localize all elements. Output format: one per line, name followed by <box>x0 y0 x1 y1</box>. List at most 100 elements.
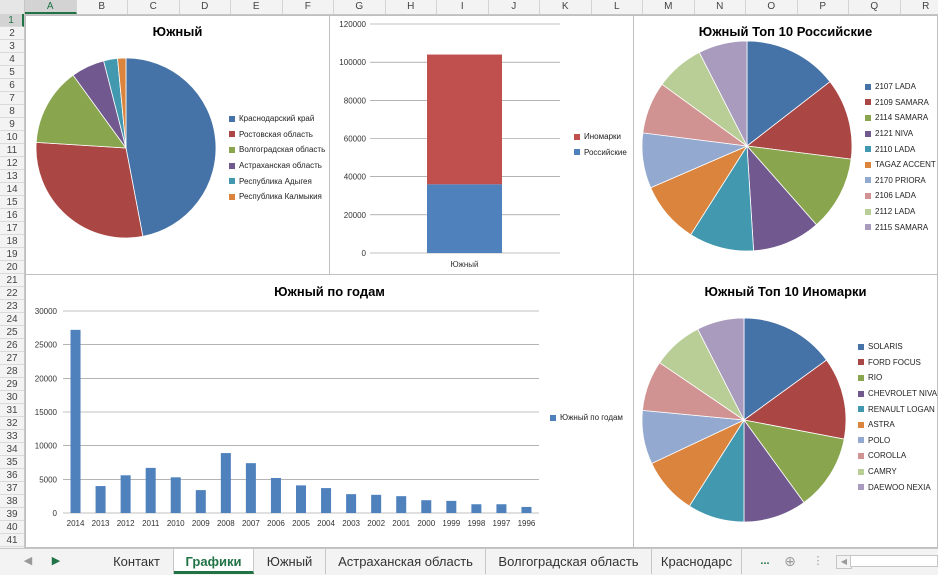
row-header-13[interactable]: 13 <box>0 170 24 183</box>
sheet-tab[interactable]: Краснодарс <box>652 549 742 574</box>
row-header-3[interactable]: 3 <box>0 40 24 53</box>
row-header-17[interactable]: 17 <box>0 222 24 235</box>
bar <box>521 507 531 513</box>
column-header-F[interactable]: F <box>283 0 335 14</box>
column-header-H[interactable]: H <box>386 0 438 14</box>
column-header-K[interactable]: K <box>540 0 592 14</box>
row-header-16[interactable]: 16 <box>0 209 24 222</box>
row-header-4[interactable]: 4 <box>0 53 24 66</box>
row-header-25[interactable]: 25 <box>0 326 24 339</box>
legend-swatch <box>858 469 864 475</box>
row-header-35[interactable]: 35 <box>0 456 24 469</box>
y-tick-label: 30000 <box>35 307 58 316</box>
triangle-right-icon[interactable]: ▶ <box>46 549 66 574</box>
column-header-B[interactable]: B <box>77 0 129 14</box>
sheet-tab[interactable]: Южный <box>254 549 326 574</box>
legend-item: Республика Адыгея <box>229 173 325 189</box>
column-header-D[interactable]: D <box>180 0 232 14</box>
plus-circle-icon[interactable]: ⊕ <box>780 549 800 574</box>
row-header-14[interactable]: 14 <box>0 183 24 196</box>
row-header-11[interactable]: 11 <box>0 144 24 157</box>
legend-swatch <box>229 131 235 137</box>
column-header-E[interactable]: E <box>231 0 283 14</box>
row-header-15[interactable]: 15 <box>0 196 24 209</box>
pie-chart-svg <box>26 46 226 266</box>
row-header-12[interactable]: 12 <box>0 157 24 170</box>
column-header-N[interactable]: N <box>695 0 747 14</box>
x-tick-label: 2012 <box>117 519 135 528</box>
legend-item: CHEVROLET NIVA <box>858 386 937 402</box>
legend-swatch <box>865 177 871 183</box>
row-header-38[interactable]: 38 <box>0 495 24 508</box>
row-header-32[interactable]: 32 <box>0 417 24 430</box>
row-header-22[interactable]: 22 <box>0 287 24 300</box>
row-header-8[interactable]: 8 <box>0 105 24 118</box>
column-header-R[interactable]: R <box>901 0 938 14</box>
legend-item: FORD FOCUS <box>858 355 937 371</box>
row-header-31[interactable]: 31 <box>0 404 24 417</box>
select-all-corner[interactable] <box>0 0 25 14</box>
sheet-tab[interactable]: Контакт <box>100 549 174 574</box>
row-header-6[interactable]: 6 <box>0 79 24 92</box>
column-header-Q[interactable]: Q <box>849 0 901 14</box>
legend-label: COROLLA <box>868 451 906 460</box>
row-header-23[interactable]: 23 <box>0 300 24 313</box>
row-header-30[interactable]: 30 <box>0 391 24 404</box>
x-tick-label: 2003 <box>342 519 360 528</box>
row-header-40[interactable]: 40 <box>0 521 24 534</box>
legend-swatch <box>858 422 864 428</box>
row-header-2[interactable]: 2 <box>0 27 24 40</box>
legend-item: 2114 SAMARA <box>865 110 936 126</box>
row-header-21[interactable]: 21 <box>0 274 24 287</box>
tab-overflow-ellipsis[interactable]: ... <box>756 549 774 574</box>
row-header-9[interactable]: 9 <box>0 118 24 131</box>
row-header-26[interactable]: 26 <box>0 339 24 352</box>
sheet-tab[interactable]: Графики <box>174 549 254 574</box>
column-header-C[interactable]: C <box>128 0 180 14</box>
row-header-27[interactable]: 27 <box>0 352 24 365</box>
triangle-left-icon[interactable]: ◀ <box>18 549 38 574</box>
column-header-G[interactable]: G <box>334 0 386 14</box>
column-header-P[interactable]: P <box>798 0 850 14</box>
row-header-10[interactable]: 10 <box>0 131 24 144</box>
row-header-5[interactable]: 5 <box>0 66 24 79</box>
row-header-29[interactable]: 29 <box>0 378 24 391</box>
column-header-M[interactable]: M <box>643 0 695 14</box>
legend-swatch <box>865 84 871 90</box>
column-header-O[interactable]: O <box>746 0 798 14</box>
vertical-dots-icon[interactable]: ⋮ <box>810 549 826 574</box>
row-header-36[interactable]: 36 <box>0 469 24 482</box>
row-header-41[interactable]: 41 <box>0 534 24 547</box>
row-header-1[interactable]: 1 <box>0 14 24 27</box>
row-header-33[interactable]: 33 <box>0 430 24 443</box>
sheet-tab[interactable]: Волгоградская область <box>486 549 652 574</box>
column-header-L[interactable]: L <box>592 0 644 14</box>
column-header-A[interactable]: A <box>25 0 77 14</box>
legend-label: 2121 NIVA <box>875 129 913 138</box>
legend-item: RIO <box>858 370 937 386</box>
legend-label: Республика Адыгея <box>239 177 312 186</box>
column-header-I[interactable]: I <box>437 0 489 14</box>
row-header-18[interactable]: 18 <box>0 235 24 248</box>
sheet-tab[interactable]: Астраханская область <box>326 549 486 574</box>
row-header-37[interactable]: 37 <box>0 482 24 495</box>
legend-item: TAGAZ ACCENT <box>865 157 936 173</box>
bar <box>196 490 206 513</box>
row-header-39[interactable]: 39 <box>0 508 24 521</box>
legend-swatch <box>574 134 580 140</box>
row-header-19[interactable]: 19 <box>0 248 24 261</box>
stacked-bar-segment <box>427 55 502 185</box>
column-header-J[interactable]: J <box>489 0 541 14</box>
horizontal-scrollbar[interactable] <box>850 555 938 567</box>
row-header-24[interactable]: 24 <box>0 313 24 326</box>
row-header-7[interactable]: 7 <box>0 92 24 105</box>
row-header-20[interactable]: 20 <box>0 261 24 274</box>
row-header-34[interactable]: 34 <box>0 443 24 456</box>
row-header-28[interactable]: 28 <box>0 365 24 378</box>
